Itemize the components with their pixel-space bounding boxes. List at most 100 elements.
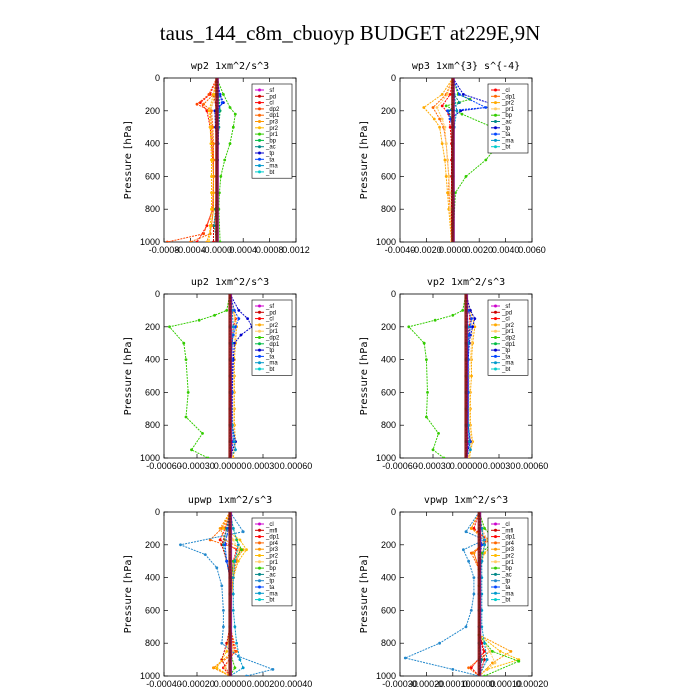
series-line-dp1 — [432, 78, 454, 242]
x-tick-label: -0.00020 — [179, 679, 215, 689]
y-tick-label: 400 — [145, 573, 160, 583]
y-tick-label: 800 — [145, 638, 160, 648]
legend-label: _bp — [501, 113, 513, 119]
legend-marker — [258, 94, 261, 98]
y-tick-label: 200 — [145, 106, 160, 116]
legend-marker — [494, 528, 497, 532]
data-point — [246, 317, 250, 320]
series-line-pr3 — [470, 512, 512, 676]
plot-frame — [399, 77, 533, 243]
legend-label: _bt — [501, 367, 511, 373]
legend-marker — [258, 145, 261, 149]
legend-label: _pr2 — [265, 126, 279, 132]
data-point — [212, 224, 216, 228]
legend-label: _pr1 — [501, 560, 515, 566]
legend-marker — [494, 560, 497, 564]
series-line-dp2 — [407, 294, 467, 458]
data-point — [203, 553, 207, 556]
data-point — [212, 175, 215, 178]
legend-label: _ac — [501, 120, 512, 126]
x-tick-label: 0.00000 — [214, 679, 247, 689]
data-point — [205, 109, 209, 113]
legend-marker — [258, 528, 261, 532]
data-point — [239, 333, 243, 337]
legend-label: _dp2 — [265, 107, 280, 113]
data-point — [443, 158, 447, 162]
data-point — [195, 240, 199, 242]
data-point — [483, 527, 486, 530]
data-point — [425, 415, 428, 419]
data-point — [220, 641, 224, 645]
chart-panel-1: wp2 1xm^2/s^3 Pressure [hPa] 0 200 400 600 800… — [123, 61, 310, 255]
legend-label: _bp — [501, 566, 513, 572]
data-point — [231, 527, 235, 530]
legend-marker — [258, 336, 261, 339]
data-point — [437, 432, 440, 435]
legend-label: _cl — [501, 522, 510, 528]
data-point — [472, 551, 476, 555]
y-tick-label: 0 — [155, 289, 160, 299]
y-tick-label: 600 — [381, 171, 396, 181]
data-point — [448, 207, 452, 211]
series-line-pr1 — [436, 78, 454, 242]
legend-marker — [494, 329, 497, 333]
data-point — [460, 112, 464, 116]
data-point — [179, 543, 182, 547]
legend-marker — [494, 572, 497, 576]
y-tick-label: 400 — [381, 573, 396, 583]
legend-label: _pr4 — [265, 541, 279, 547]
legend-marker — [258, 560, 261, 564]
legend-marker — [258, 151, 261, 155]
data-point — [483, 674, 486, 676]
legend-label: _sf — [265, 304, 274, 310]
data-point — [184, 358, 188, 361]
legend-marker — [258, 361, 261, 365]
data-point — [238, 658, 242, 661]
legend-label: _pr2 — [501, 101, 515, 107]
legend-marker — [258, 572, 261, 576]
legend-marker — [494, 522, 497, 526]
data-point — [464, 175, 468, 178]
legend-label: _pd — [265, 94, 276, 100]
x-tick-label: -0.00040 — [146, 679, 182, 689]
data-point — [451, 668, 455, 671]
data-point — [195, 102, 199, 106]
y-axis-label: Pressure [hPa] — [359, 337, 370, 416]
figure-title: taus_144_c8m_cbuoyp BUDGET at229E,9N — [160, 21, 540, 45]
data-point — [212, 207, 215, 211]
data-point — [197, 318, 201, 322]
legend-label: _cl — [265, 101, 274, 107]
x-tick-label: 0.00060 — [280, 461, 313, 471]
data-point — [440, 93, 444, 96]
data-point — [225, 650, 229, 653]
panel-title: wp2 1xm^2/s^3 — [191, 61, 269, 72]
data-point — [220, 584, 224, 588]
legend-marker — [494, 585, 497, 589]
data-point — [422, 106, 426, 109]
data-point — [210, 207, 213, 211]
legend-label: _pd — [265, 310, 276, 316]
data-point — [218, 240, 222, 242]
data-point — [448, 191, 452, 195]
data-point — [225, 309, 229, 312]
legend-label: _ta — [501, 585, 511, 591]
y-tick-label: 0 — [155, 73, 160, 83]
legend-marker — [494, 132, 497, 136]
data-point — [483, 543, 486, 547]
legend-label: _ma — [501, 591, 514, 597]
data-point — [440, 142, 444, 146]
data-point — [464, 530, 468, 534]
data-point — [498, 650, 502, 653]
data-point — [215, 566, 219, 570]
legend-label: _pr1 — [501, 329, 515, 335]
data-point — [237, 317, 241, 320]
legend-marker — [258, 367, 261, 371]
legend-marker — [494, 107, 497, 111]
legend-marker — [494, 336, 497, 339]
x-tick-label: 0.00030 — [247, 461, 280, 471]
data-point — [473, 317, 477, 320]
data-point — [228, 106, 232, 109]
data-point — [472, 527, 476, 530]
legend-label: _bp — [265, 138, 277, 144]
data-point — [225, 559, 229, 563]
